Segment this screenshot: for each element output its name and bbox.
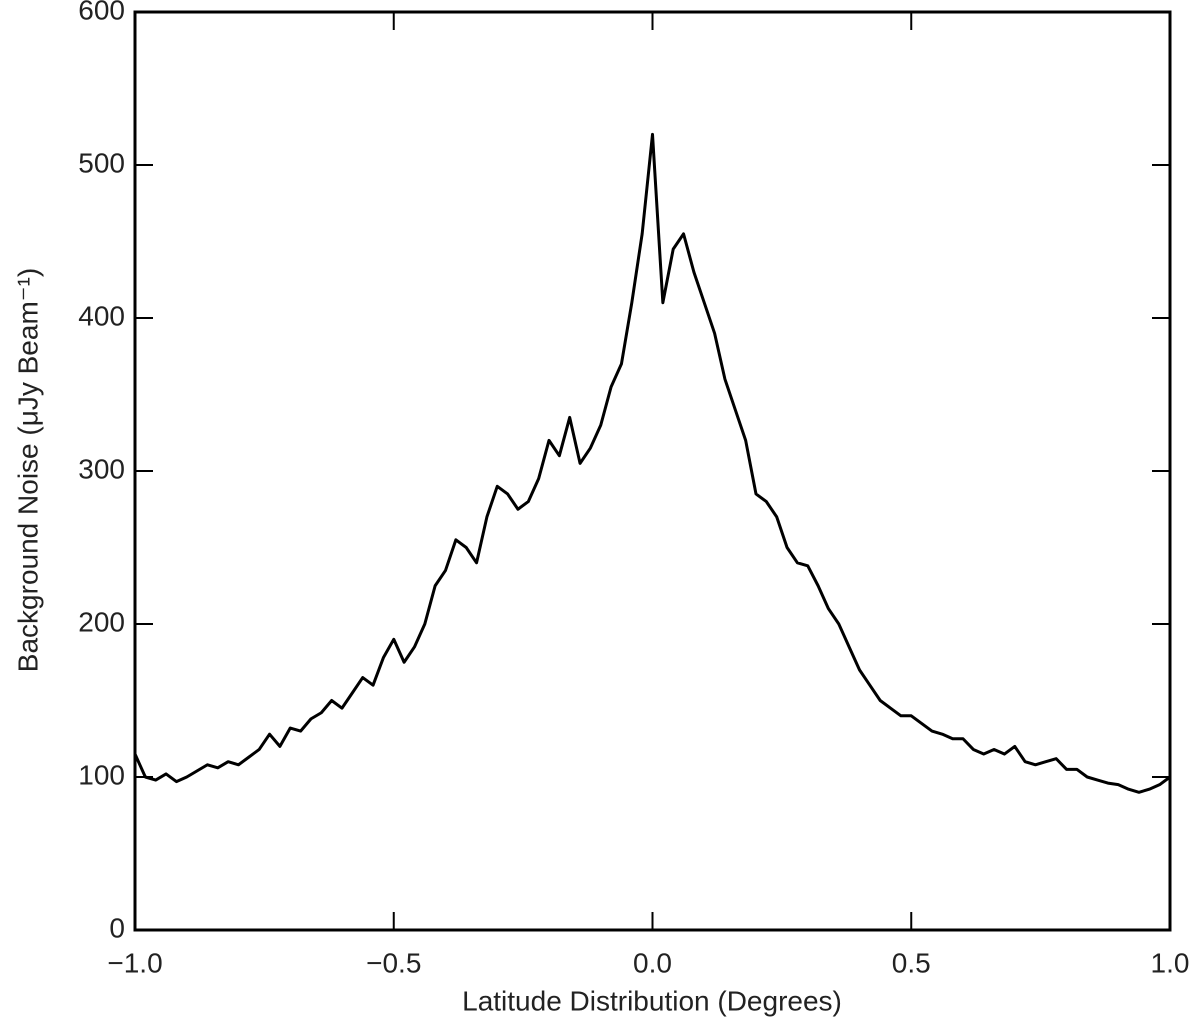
- y-tick-label: 500: [78, 147, 125, 178]
- x-tick-label: 0.0: [633, 947, 672, 978]
- x-tick-label: −0.5: [366, 947, 421, 978]
- y-tick-label: 400: [78, 300, 125, 331]
- y-axis-title: Background Noise (μJy Beam⁻¹): [12, 268, 43, 672]
- y-tick-label: 0: [109, 912, 125, 943]
- data-line: [133, 132, 1171, 794]
- x-tick-label: 0.5: [892, 947, 931, 978]
- x-tick-label: −1.0: [107, 947, 162, 978]
- x-tick-label: 1.0: [1151, 947, 1190, 978]
- y-tick-label: 200: [78, 606, 125, 637]
- y-tick-label: 300: [78, 453, 125, 484]
- x-axis-title: Latitude Distribution (Degrees): [462, 985, 842, 1016]
- y-tick-label: 600: [78, 0, 125, 25]
- y-tick-label: 100: [78, 759, 125, 790]
